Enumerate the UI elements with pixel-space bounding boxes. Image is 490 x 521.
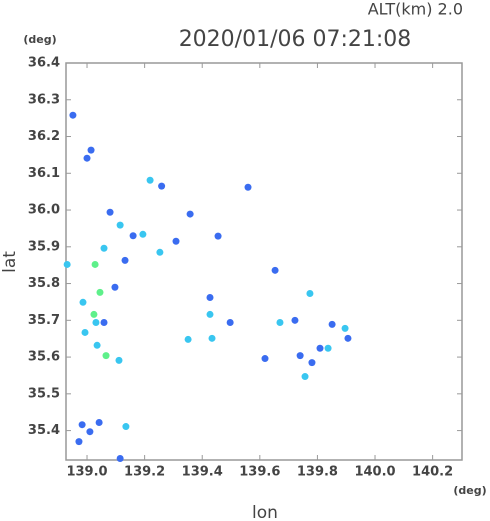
echo-point (122, 423, 130, 431)
x-tick-label: 139.6 (239, 465, 280, 480)
y-tick-label: 36.2 (28, 129, 60, 144)
y-tick-label: 35.7 (28, 313, 60, 328)
echo-point (158, 182, 166, 190)
echo-point (91, 260, 99, 268)
echo-point (341, 324, 349, 332)
echo-point (81, 328, 89, 336)
x-tick-label: 140.0 (354, 465, 395, 480)
echo-point (75, 438, 83, 446)
echo-point (261, 355, 269, 363)
y-axis-label: lat (0, 251, 20, 273)
echo-point (93, 341, 101, 349)
echo-point (139, 230, 147, 238)
echo-point (79, 298, 87, 306)
echo-point (344, 334, 352, 342)
echo-point (206, 294, 214, 302)
echo-point (206, 310, 214, 318)
y-tick-label: 36.0 (28, 203, 60, 218)
echo-point (100, 319, 108, 327)
echo-point (116, 455, 124, 463)
x-axis-label: lon (252, 503, 278, 521)
y-tick-label: 35.9 (28, 239, 60, 254)
echo-point (306, 289, 314, 297)
echo-point (146, 176, 154, 184)
echo-point (111, 283, 119, 291)
x-tick-label: 140.2 (412, 465, 453, 480)
altitude-label: ALT(km) 2.0 (368, 0, 463, 19)
echo-point (214, 232, 222, 240)
echo-point (226, 319, 234, 327)
x-tick-label: 139.2 (124, 465, 165, 480)
echo-point (291, 316, 299, 324)
y-tick-label: 35.5 (28, 386, 60, 401)
echo-point (96, 288, 104, 296)
echo-point (83, 154, 91, 162)
echo-point (106, 208, 114, 216)
echo-point (208, 334, 216, 342)
echo-point (156, 248, 164, 256)
echo-point (102, 352, 110, 360)
echo-point (296, 352, 304, 360)
echo-point (69, 111, 77, 119)
echo-point (324, 344, 332, 352)
echo-point (78, 421, 86, 429)
echo-point (87, 146, 95, 154)
echo-point (92, 319, 100, 327)
echo-point (308, 359, 316, 367)
echo-point (172, 237, 180, 245)
x-unit: (deg) (453, 484, 486, 497)
echo-point (301, 373, 309, 381)
echo-point (271, 266, 279, 274)
echo-point (115, 356, 123, 364)
echo-point (328, 320, 336, 328)
echo-point (95, 419, 103, 427)
y-tick-label: 35.6 (28, 350, 60, 365)
echo-point (276, 319, 284, 327)
y-tick-label: 36.4 (28, 56, 60, 71)
echo-point (90, 310, 98, 318)
echo-point (100, 244, 108, 252)
echo-point (316, 344, 324, 352)
x-tick-label: 139.4 (182, 465, 223, 480)
x-tick-label: 139.8 (297, 465, 338, 480)
y-tick-label: 36.3 (28, 92, 60, 107)
y-tick-label: 35.4 (28, 423, 60, 438)
echo-point (184, 335, 192, 343)
echo-point (121, 256, 129, 264)
y-unit: (deg) (23, 33, 56, 46)
echo-point (63, 260, 71, 268)
echo-point (116, 221, 124, 229)
x-tick-label: 139.0 (66, 465, 107, 480)
chart-title: 2020/01/06 07:21:08 (179, 27, 412, 52)
echo-point (129, 232, 137, 240)
echo-point (86, 428, 94, 436)
echo-point (186, 210, 194, 218)
y-tick-label: 36.1 (28, 166, 60, 181)
echo-point (244, 183, 252, 191)
y-tick-label: 35.8 (28, 276, 60, 291)
